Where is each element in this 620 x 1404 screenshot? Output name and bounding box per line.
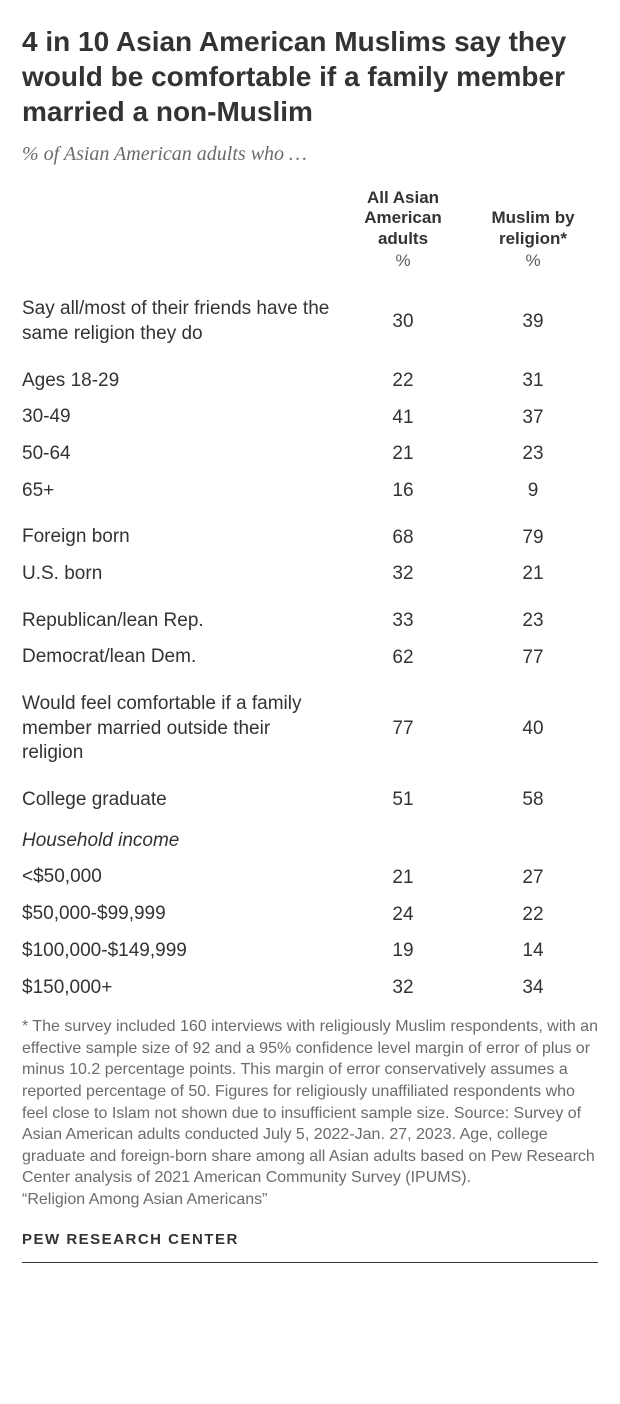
column-header-all: All Asian American adults xyxy=(338,188,468,251)
row-value-muslim: 40 xyxy=(468,676,598,772)
row-value-all: 32 xyxy=(338,556,468,593)
row-value-all: 77 xyxy=(338,676,468,772)
row-label: 30-49 xyxy=(22,399,338,436)
table-row: 30-494137 xyxy=(22,399,598,436)
row-value-all: 19 xyxy=(338,933,468,970)
row-value-all: 33 xyxy=(338,593,468,640)
table-row: <$50,0002127 xyxy=(22,859,598,896)
row-label: Household income xyxy=(22,819,338,860)
row-value-all: 21 xyxy=(338,436,468,473)
row-value-all: 41 xyxy=(338,399,468,436)
row-value-muslim: 77 xyxy=(468,639,598,676)
footnote-text: * The survey included 160 interviews wit… xyxy=(22,1016,598,1189)
row-value-all: 16 xyxy=(338,473,468,510)
row-label: Republican/lean Rep. xyxy=(22,593,338,640)
column-unit-1: % xyxy=(338,251,468,281)
table-row: $100,000-$149,9991914 xyxy=(22,933,598,970)
row-value-muslim: 58 xyxy=(468,772,598,819)
attribution-text: “Religion Among Asian Americans” xyxy=(22,1191,598,1209)
row-value-muslim: 14 xyxy=(468,933,598,970)
row-value-all: 22 xyxy=(338,353,468,400)
row-value-all: 51 xyxy=(338,772,468,819)
table-row: College graduate5158 xyxy=(22,772,598,819)
table-row: 65+169 xyxy=(22,473,598,510)
row-value-all: 68 xyxy=(338,509,468,556)
row-value-muslim: 39 xyxy=(468,281,598,352)
row-label: $150,000+ xyxy=(22,970,338,1007)
row-value-all: 62 xyxy=(338,639,468,676)
chart-subtitle: % of Asian American adults who … xyxy=(22,143,598,166)
table-row: Republican/lean Rep.3323 xyxy=(22,593,598,640)
row-value-all: 30 xyxy=(338,281,468,352)
table-row: U.S. born3221 xyxy=(22,556,598,593)
row-value-muslim: 22 xyxy=(468,896,598,933)
table-row: Ages 18-292231 xyxy=(22,353,598,400)
data-table: All Asian American adults Muslim by reli… xyxy=(22,188,598,1006)
chart-title: 4 in 10 Asian American Muslims say they … xyxy=(22,24,598,129)
table-row: $50,000-$99,9992422 xyxy=(22,896,598,933)
row-value-all: 24 xyxy=(338,896,468,933)
row-value-muslim: 34 xyxy=(468,970,598,1007)
table-row: 50-642123 xyxy=(22,436,598,473)
row-value-muslim: 27 xyxy=(468,859,598,896)
column-header-muslim: Muslim by religion* xyxy=(468,188,598,251)
row-label: Say all/most of their friends have the s… xyxy=(22,281,338,352)
row-value-muslim: 79 xyxy=(468,509,598,556)
row-value-muslim: 23 xyxy=(468,593,598,640)
row-label: <$50,000 xyxy=(22,859,338,896)
row-value-muslim: 9 xyxy=(468,473,598,510)
row-label: College graduate xyxy=(22,772,338,819)
row-label: Would feel comfortable if a family membe… xyxy=(22,676,338,772)
row-label: Foreign born xyxy=(22,509,338,556)
table-row: Foreign born6879 xyxy=(22,509,598,556)
row-value-all: 21 xyxy=(338,859,468,896)
table-row: Household income xyxy=(22,819,598,860)
row-label: Ages 18-29 xyxy=(22,353,338,400)
row-value-muslim: 37 xyxy=(468,399,598,436)
table-row: $150,000+3234 xyxy=(22,970,598,1007)
column-unit-2: % xyxy=(468,251,598,281)
table-row: Democrat/lean Dem.6277 xyxy=(22,639,598,676)
row-label: $100,000-$149,999 xyxy=(22,933,338,970)
table-row: Say all/most of their friends have the s… xyxy=(22,281,598,352)
source-organization: PEW RESEARCH CENTER xyxy=(22,1231,598,1263)
row-value-all: 32 xyxy=(338,970,468,1007)
row-value-muslim: 23 xyxy=(468,436,598,473)
row-label: $50,000-$99,999 xyxy=(22,896,338,933)
row-value-muslim: 21 xyxy=(468,556,598,593)
row-value-muslim: 31 xyxy=(468,353,598,400)
table-row: Would feel comfortable if a family membe… xyxy=(22,676,598,772)
row-label: Democrat/lean Dem. xyxy=(22,639,338,676)
row-label: U.S. born xyxy=(22,556,338,593)
row-label: 50-64 xyxy=(22,436,338,473)
row-label: 65+ xyxy=(22,473,338,510)
